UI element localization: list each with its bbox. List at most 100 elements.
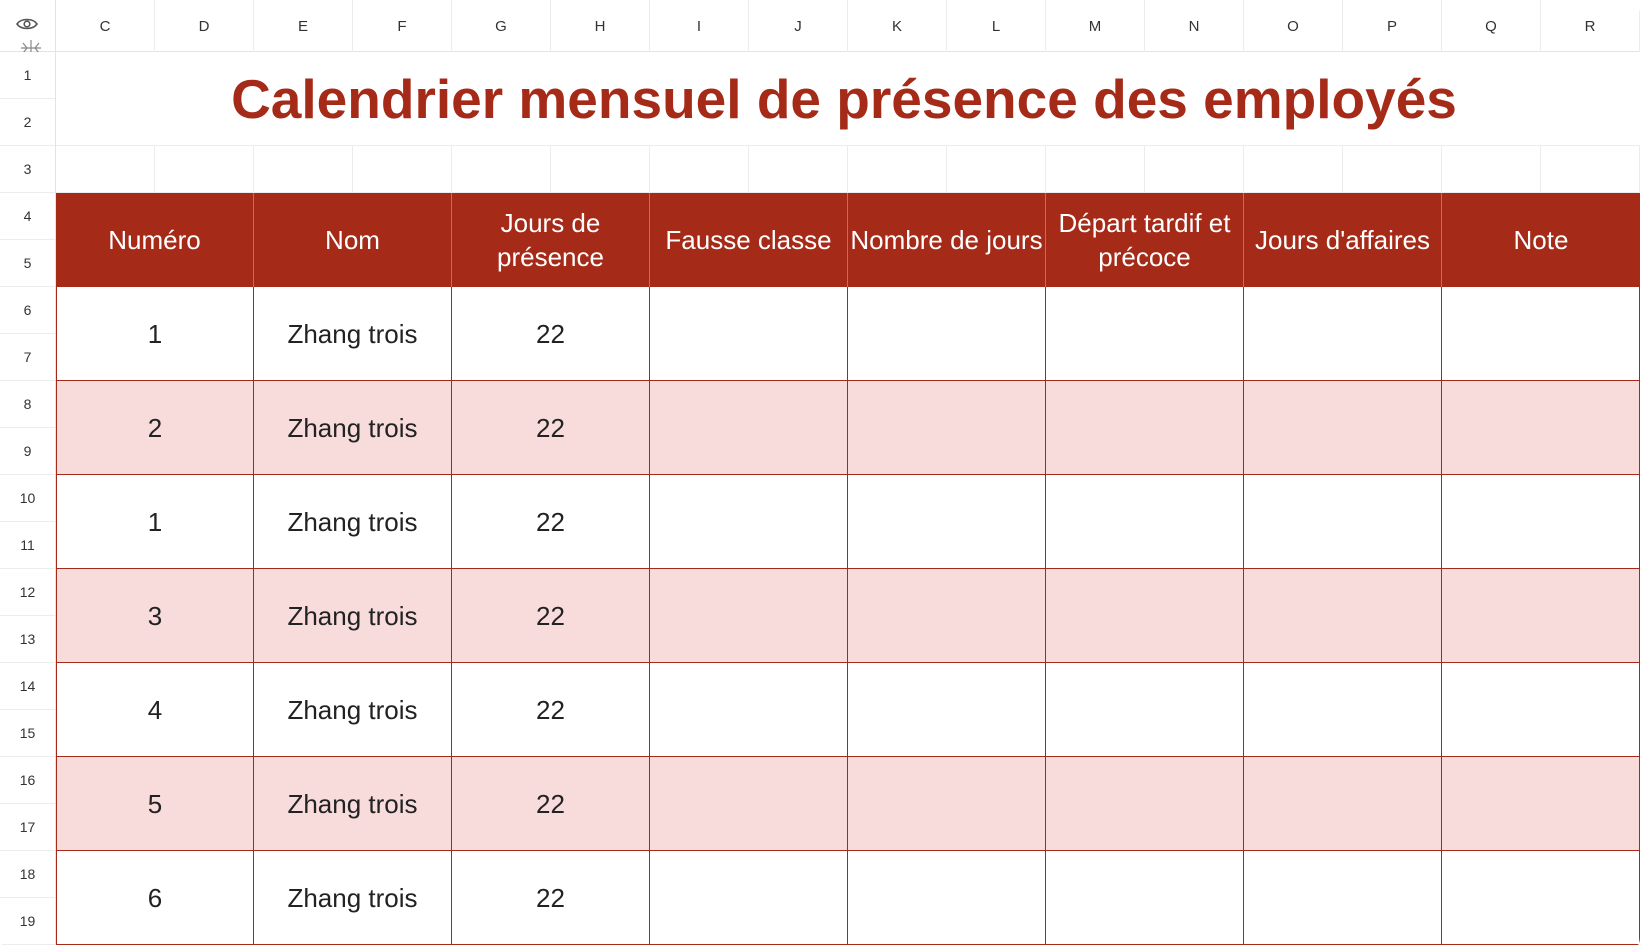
header-cell[interactable]: Nom [254, 193, 452, 287]
table-cell[interactable] [1244, 475, 1442, 568]
cell[interactable] [650, 146, 749, 193]
table-cell[interactable] [650, 475, 848, 568]
column-header[interactable]: E [254, 0, 353, 52]
table-cell[interactable] [1046, 757, 1244, 850]
table-cell[interactable] [1442, 851, 1640, 944]
table-cell[interactable]: Zhang trois [254, 757, 452, 850]
table-cell[interactable] [1244, 757, 1442, 850]
cell[interactable] [947, 146, 1046, 193]
table-cell[interactable] [1442, 663, 1640, 756]
column-header[interactable]: I [650, 0, 749, 52]
table-cell[interactable] [1244, 381, 1442, 474]
table-cell[interactable]: 22 [452, 569, 650, 662]
table-cell[interactable] [1046, 287, 1244, 380]
table-cell[interactable] [1244, 569, 1442, 662]
table-cell[interactable] [848, 569, 1046, 662]
table-cell[interactable] [1046, 381, 1244, 474]
cell[interactable] [155, 146, 254, 193]
row-header[interactable]: 4 [0, 193, 55, 240]
table-cell[interactable] [848, 851, 1046, 944]
cell[interactable] [1145, 146, 1244, 193]
table-cell[interactable]: 1 [56, 287, 254, 380]
table-cell[interactable]: Zhang trois [254, 569, 452, 662]
row-header[interactable]: 9 [0, 428, 55, 475]
table-cell[interactable]: 22 [452, 475, 650, 568]
column-header[interactable]: P [1343, 0, 1442, 52]
table-cell[interactable] [650, 851, 848, 944]
row-header[interactable]: 1 [0, 52, 55, 99]
table-cell[interactable]: Zhang trois [254, 381, 452, 474]
table-cell[interactable] [650, 663, 848, 756]
cell[interactable] [1244, 146, 1343, 193]
row-header[interactable]: 8 [0, 381, 55, 428]
cell[interactable] [1442, 146, 1541, 193]
table-cell[interactable] [1244, 287, 1442, 380]
column-header[interactable]: H [551, 0, 650, 52]
header-cell[interactable]: Note [1513, 225, 1569, 255]
table-cell[interactable] [1046, 851, 1244, 944]
row-header[interactable]: 11 [0, 522, 55, 569]
table-cell[interactable] [848, 381, 1046, 474]
table-cell[interactable]: 3 [56, 569, 254, 662]
column-header[interactable]: J [749, 0, 848, 52]
row-header[interactable]: 10 [0, 475, 55, 522]
column-header[interactable]: Q [1442, 0, 1541, 52]
table-cell[interactable] [1442, 569, 1640, 662]
table-cell[interactable]: Zhang trois [254, 287, 452, 380]
table-cell[interactable]: 1 [56, 475, 254, 568]
table-cell[interactable] [1046, 569, 1244, 662]
row-header[interactable]: 15 [0, 710, 55, 757]
column-header[interactable]: F [353, 0, 452, 52]
table-cell[interactable]: 2 [56, 381, 254, 474]
row-header[interactable]: 18 [0, 851, 55, 898]
row-header[interactable]: 14 [0, 663, 55, 710]
table-cell[interactable]: 22 [452, 663, 650, 756]
column-header[interactable]: L [947, 0, 1046, 52]
table-cell[interactable] [1046, 663, 1244, 756]
header-cell[interactable]: Départ tardif et précoce [1046, 193, 1244, 287]
cell[interactable] [254, 146, 353, 193]
table-cell[interactable] [1442, 757, 1640, 850]
header-cell[interactable]: Nombre de jours [848, 193, 1046, 287]
cell[interactable] [551, 146, 650, 193]
column-header[interactable]: K [848, 0, 947, 52]
row-header[interactable]: 5 [0, 240, 55, 287]
cell[interactable] [1046, 146, 1145, 193]
table-cell[interactable] [650, 381, 848, 474]
cell[interactable] [56, 146, 155, 193]
table-cell[interactable] [650, 569, 848, 662]
header-cell[interactable]: Numéro [56, 193, 254, 287]
row-header[interactable]: 2 [0, 99, 55, 146]
column-header[interactable]: G [452, 0, 551, 52]
title-cell[interactable]: Calendrier mensuel de présence des emplo… [56, 52, 1640, 146]
table-cell[interactable] [848, 757, 1046, 850]
row-header[interactable]: 7 [0, 334, 55, 381]
row-header[interactable]: 12 [0, 569, 55, 616]
table-cell[interactable]: Zhang trois [254, 851, 452, 944]
row-header[interactable]: 17 [0, 804, 55, 851]
table-cell[interactable]: 4 [56, 663, 254, 756]
table-cell[interactable]: 22 [452, 287, 650, 380]
table-cell[interactable] [1244, 851, 1442, 944]
table-cell[interactable] [1244, 663, 1442, 756]
header-cell[interactable]: Fausse classe [650, 193, 848, 287]
row-header[interactable]: 3 [0, 146, 55, 193]
table-cell[interactable]: 22 [452, 757, 650, 850]
eye-icon[interactable] [16, 17, 38, 31]
header-cell[interactable]: Jours de présence [452, 193, 650, 287]
column-header[interactable]: D [155, 0, 254, 52]
column-header[interactable]: C [56, 0, 155, 52]
cell[interactable] [1343, 146, 1442, 193]
row-header[interactable]: 19 [0, 898, 55, 945]
table-cell[interactable] [848, 287, 1046, 380]
table-cell[interactable]: 22 [452, 851, 650, 944]
table-cell[interactable] [650, 757, 848, 850]
column-header[interactable]: O [1244, 0, 1343, 52]
row-header[interactable]: 6 [0, 287, 55, 334]
column-header[interactable]: N [1145, 0, 1244, 52]
table-cell[interactable]: Zhang trois [254, 663, 452, 756]
row-header[interactable]: 13 [0, 616, 55, 663]
cell[interactable] [353, 146, 452, 193]
cell[interactable] [749, 146, 848, 193]
table-cell[interactable] [848, 663, 1046, 756]
